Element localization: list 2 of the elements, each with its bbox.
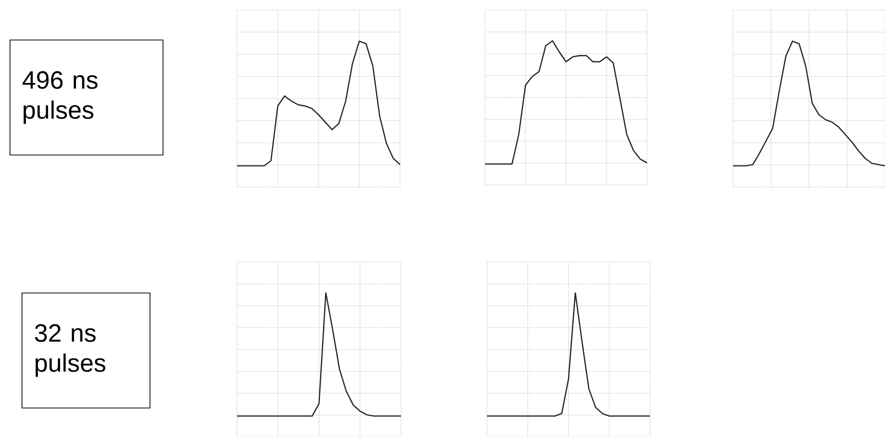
text: 32 ns pulses	[34, 324, 106, 377]
text: 496 ns pulses	[22, 71, 98, 124]
